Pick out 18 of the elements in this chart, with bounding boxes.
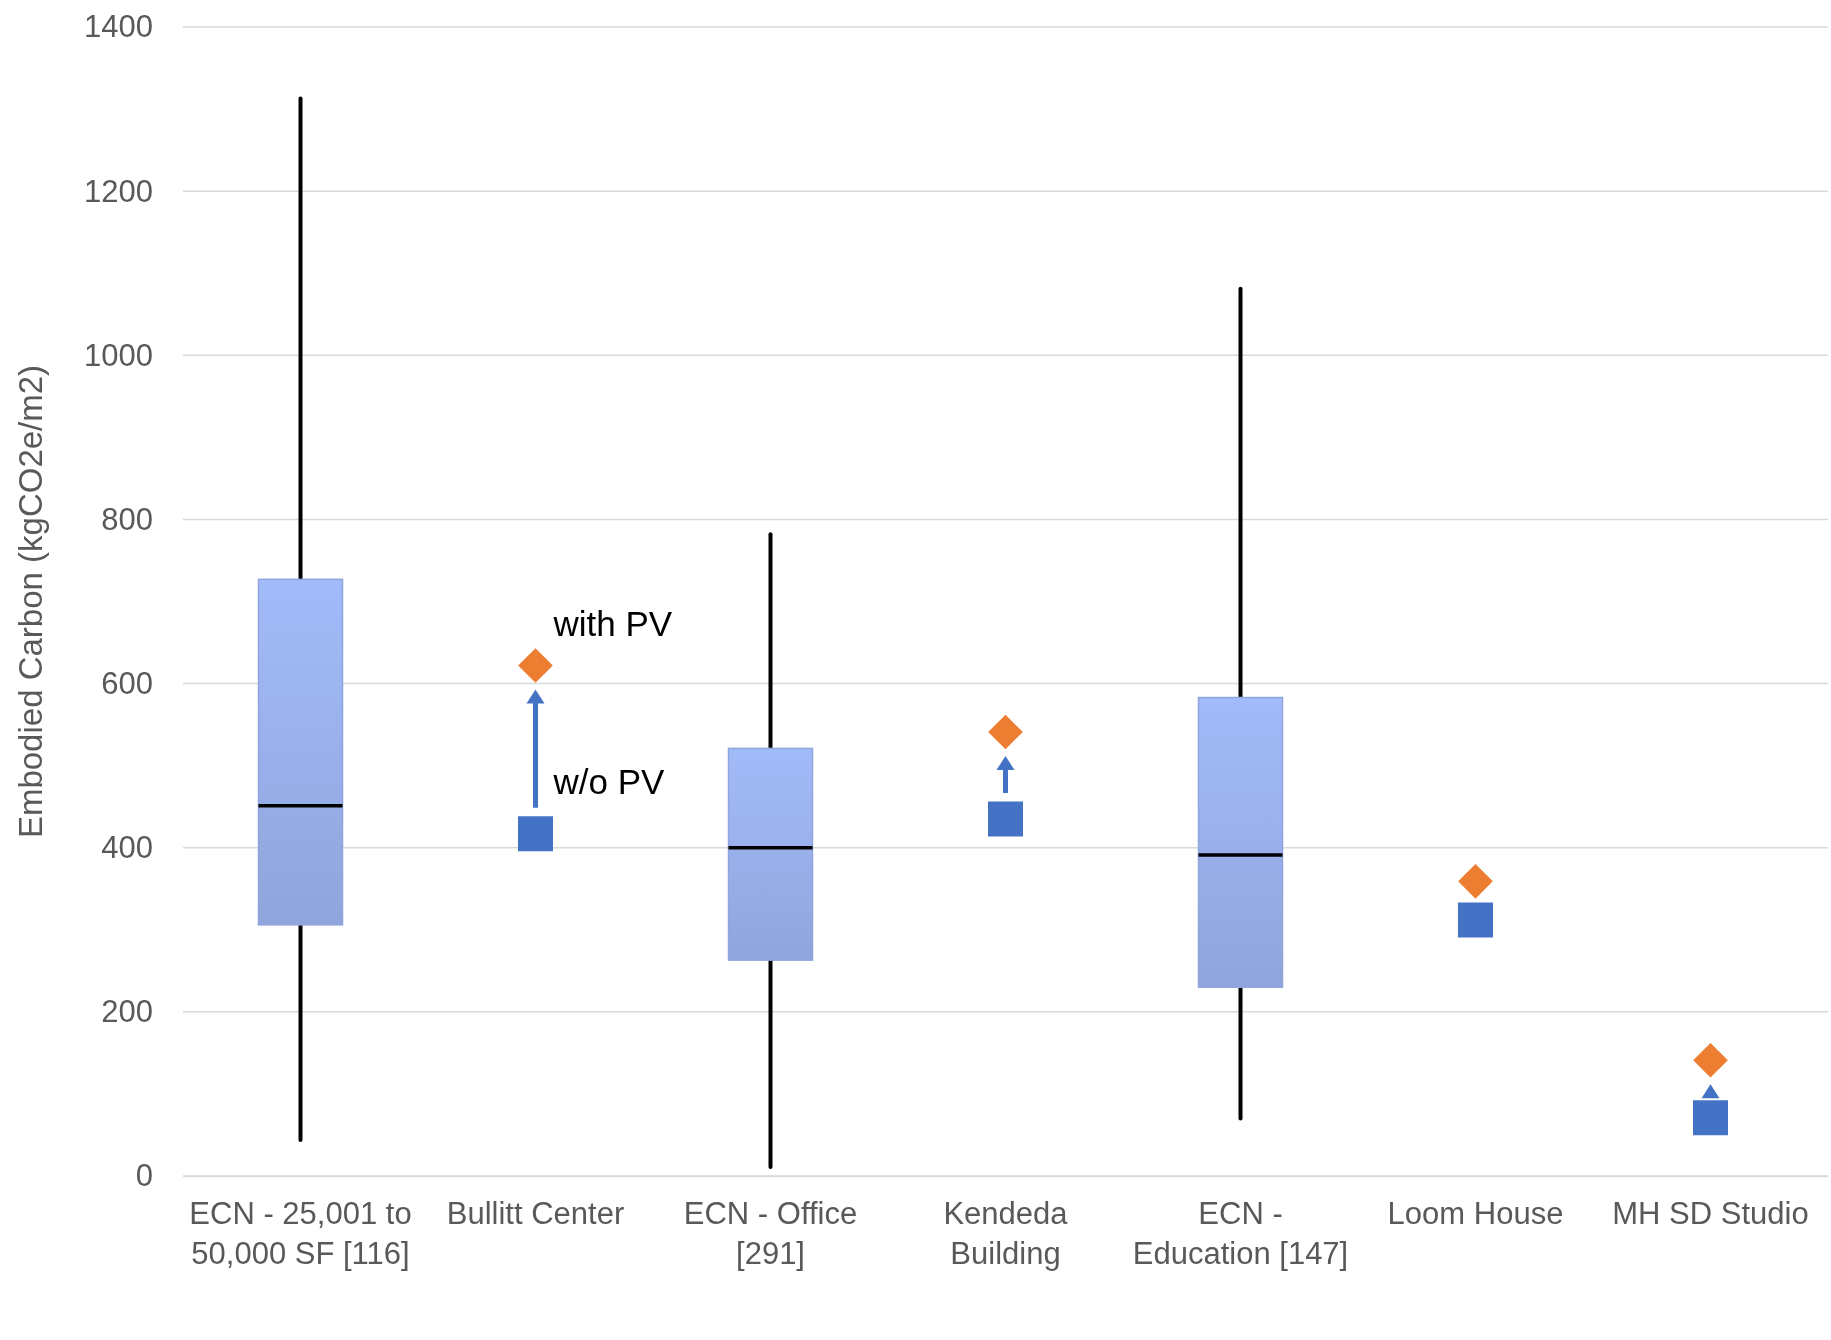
y-axis-title: Embodied Carbon (kgCO2e/m2)	[12, 364, 49, 839]
y-tick-label: 800	[101, 501, 153, 537]
y-tick-label: 400	[101, 830, 153, 866]
y-tick-label: 600	[101, 665, 153, 701]
x-tick-label: ECN - 25,001 to 50,000 SF [116]	[189, 1196, 412, 1272]
y-tick-label: 1400	[84, 9, 153, 45]
x-tick-label: Bullitt Center	[446, 1196, 625, 1232]
annotation: with PV	[552, 603, 673, 643]
x-tick-label: Loom House	[1387, 1196, 1564, 1232]
x-tick-label: Kendeda Building	[943, 1196, 1069, 1272]
x-tick-label: ECN - Education [147]	[1132, 1196, 1349, 1272]
x-tick-label: ECN - Office [291]	[683, 1196, 858, 1272]
y-tick-label: 200	[101, 994, 153, 1030]
y-tick-label: 1200	[84, 173, 153, 209]
x-tick-label: MH SD Studio	[1612, 1196, 1809, 1232]
annotation: w/o PV	[552, 761, 666, 801]
y-tick-label: 1000	[84, 337, 153, 373]
y-tick-label: 0	[135, 1158, 153, 1194]
